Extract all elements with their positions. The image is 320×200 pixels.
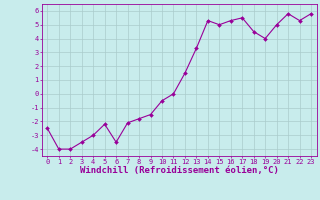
X-axis label: Windchill (Refroidissement éolien,°C): Windchill (Refroidissement éolien,°C): [80, 166, 279, 175]
